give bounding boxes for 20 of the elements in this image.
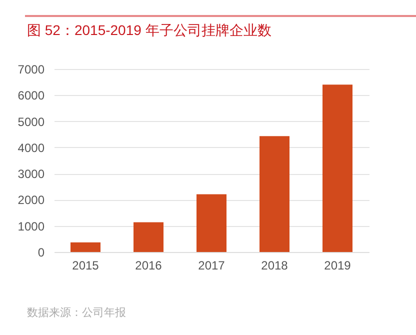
x-tick-label: 2018: [261, 258, 288, 272]
bar: [260, 136, 290, 252]
bar: [196, 194, 226, 252]
x-tick-label: 2019: [324, 258, 352, 272]
y-tick-label: 6000: [18, 88, 45, 103]
y-tick-label: 1000: [18, 219, 45, 234]
y-tick-label: 5000: [18, 114, 45, 129]
y-tick-label: 0: [38, 246, 45, 260]
source-note: 数据来源：公司年报: [27, 306, 126, 320]
y-tick-label: 7000: [18, 62, 45, 76]
chart-title: 图 52：2015-2019 年子公司挂牌企业数: [27, 22, 272, 40]
x-tick-label: 2015: [72, 258, 100, 272]
y-tick-label: 3000: [18, 167, 45, 182]
bar: [70, 242, 100, 252]
x-tick-label: 2016: [135, 258, 162, 272]
bar: [134, 222, 164, 252]
bar: [322, 84, 352, 252]
x-tick-label: 2017: [198, 258, 226, 272]
y-tick-label: 2000: [18, 193, 45, 208]
y-tick-label: 4000: [18, 140, 45, 155]
